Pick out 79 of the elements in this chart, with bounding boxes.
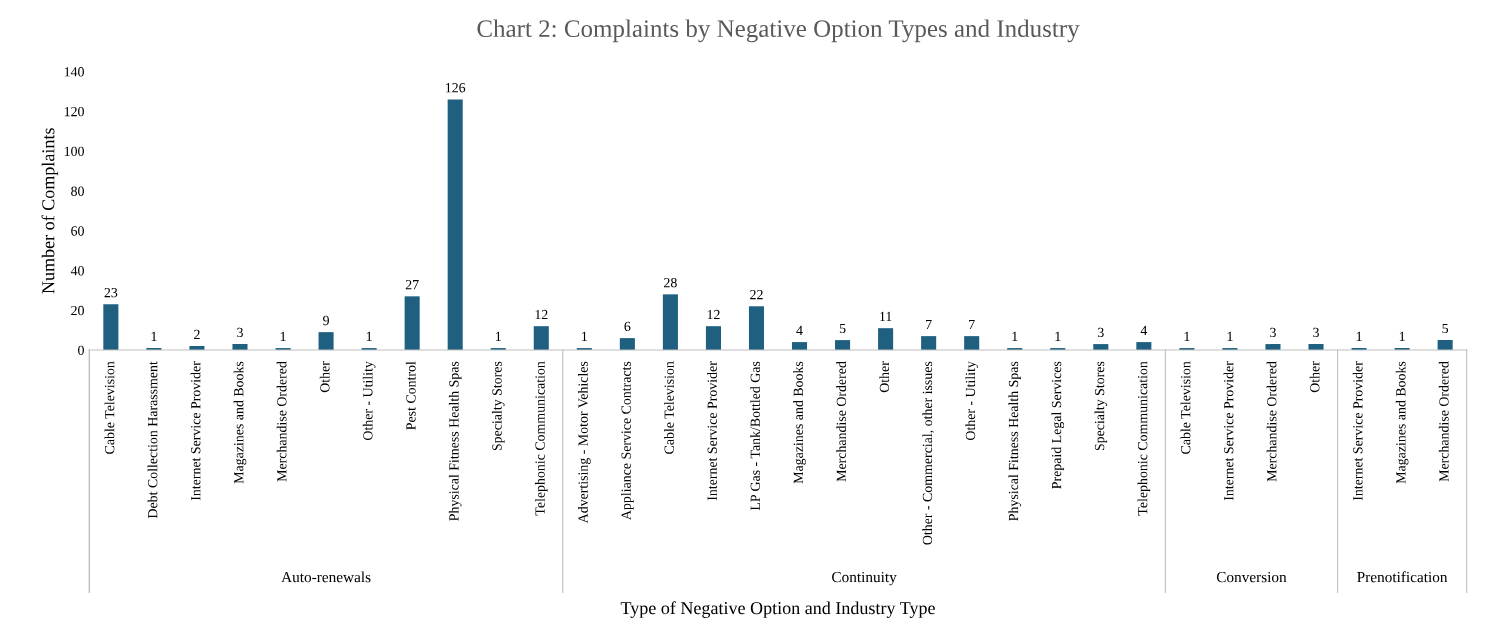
y-tick-label: 0 <box>78 345 84 355</box>
x-tick-label: Cable Television <box>104 361 115 454</box>
text: Prenotification <box>1357 571 1448 583</box>
x-tick-label: Physical Fitness Health Spas <box>448 361 462 521</box>
data-label: 3 <box>1313 327 1319 338</box>
data-label: 3 <box>1270 327 1276 338</box>
x-tick-label: Specialty Stores <box>491 361 505 451</box>
x-tick-label: Merchandise Ordered <box>836 361 847 482</box>
data-label: 22 <box>750 289 763 300</box>
y-tick-label: 40 <box>70 266 84 276</box>
text: Auto-renewals <box>281 571 371 583</box>
x-tick-label: Internet Service Provider <box>707 361 717 501</box>
x-tick-label: LP Gas - Tank/Bottled Gas <box>750 361 760 511</box>
data-label: 1 <box>1399 331 1405 341</box>
data-label: 1 <box>1227 331 1233 341</box>
x-tick-label: Physical Fitness Health Spas <box>1008 361 1022 521</box>
x-tick-label: Prepaid Legal Services <box>1051 361 1065 489</box>
data-label: 9 <box>323 315 329 326</box>
data-label: 1 <box>1184 331 1190 341</box>
x-tick-label: Telephonic Communication <box>1137 361 1151 516</box>
text: Conversion <box>1216 571 1287 583</box>
x-tick-label: Other - Utility <box>362 361 376 441</box>
x-tick-label: Merchandise Ordered <box>1438 361 1449 482</box>
x-tick-label: Merchandise Ordered <box>276 361 287 482</box>
data-label: 1 <box>366 331 372 341</box>
data-label: 1 <box>280 331 286 341</box>
data-label: 23 <box>104 287 118 298</box>
data-label: 28 <box>664 277 677 288</box>
data-label: 126 <box>446 83 466 93</box>
chart-title: Chart 2: Complaints by Negative Option Types and Industry <box>477 19 1080 43</box>
data-label: 4 <box>796 325 803 335</box>
x-tick-label: Other - Utility <box>965 361 979 441</box>
y-tick-label: 120 <box>64 106 84 117</box>
data-label: 4 <box>1140 325 1148 335</box>
data-label: 5 <box>1442 323 1449 334</box>
data-label: 1 <box>1356 331 1362 341</box>
x-tick-label: Internet Service Provider <box>1352 361 1363 501</box>
y-tick-label: 80 <box>71 186 84 196</box>
x-tick-label: Cable Television <box>1180 361 1191 454</box>
data-label: 11 <box>880 311 892 322</box>
x-axis-title: Type of Negative Option and Industry Type <box>620 601 935 618</box>
x-tick-label: Magazines and Books <box>233 361 247 484</box>
x-tick-label: Appliance Service Contracts <box>621 361 634 520</box>
x-tick-label: Pest Control <box>405 361 416 430</box>
data-label: 5 <box>839 323 846 334</box>
data-label: 1 <box>582 331 587 341</box>
x-tick-label: Other - Commercial, other issues <box>922 361 935 545</box>
data-label: 1 <box>495 331 501 341</box>
data-label: 12 <box>535 309 548 320</box>
data-label: 7 <box>926 319 932 329</box>
data-label: 1 <box>1012 331 1018 341</box>
x-tick-label: Internet Service Provider <box>1223 361 1234 501</box>
data-label: 3 <box>1098 327 1104 338</box>
data-label: 2 <box>194 329 200 339</box>
y-axis-title: Number of Complaints <box>41 128 59 294</box>
data-label: 1 <box>1055 331 1061 341</box>
x-tick-label: Debt Collection Harassment <box>147 361 158 519</box>
data-label: 27 <box>405 280 419 290</box>
data-label: 12 <box>707 309 720 320</box>
x-tick-label: Merchandise Ordered <box>1266 361 1277 482</box>
data-label: 6 <box>624 321 631 332</box>
y-tick-label: 60 <box>71 226 84 236</box>
x-tick-label: Other <box>879 361 890 393</box>
data-label: 7 <box>969 319 975 329</box>
y-tick-label: 20 <box>71 305 84 316</box>
data-label: 1 <box>151 331 157 341</box>
y-tick-label: 140 <box>64 67 84 77</box>
x-tick-label: Telephonic Communication <box>534 361 548 516</box>
x-tick-label: Internet Service Provider <box>190 361 201 501</box>
x-tick-label: Magazines and Books <box>793 361 806 484</box>
data-label: 3 <box>237 327 243 338</box>
x-tick-label: Other <box>319 361 330 393</box>
x-tick-label: Specialty Stores <box>1094 361 1108 451</box>
x-tick-label: Magazines and Books <box>1395 361 1409 484</box>
y-tick-label: 100 <box>64 146 84 157</box>
x-tick-label: Advertising - Motor Vehicles <box>578 361 591 524</box>
x-tick-label: Cable Television <box>664 361 674 454</box>
x-tick-label: Other <box>1309 361 1320 393</box>
text: Continuity <box>832 571 897 586</box>
